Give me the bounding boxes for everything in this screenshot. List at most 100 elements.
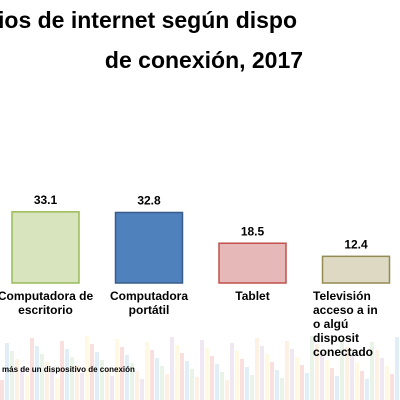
bar — [321, 255, 391, 284]
decor-bar — [85, 336, 89, 400]
decor-bar — [140, 379, 144, 400]
decor-bar — [170, 337, 174, 400]
decor-bar — [15, 359, 19, 400]
decor-bar — [25, 375, 29, 400]
decor-bar — [255, 338, 259, 400]
x-tick-label: Tablet — [235, 289, 269, 303]
x-tick-label: escritorio — [18, 303, 73, 317]
decoration — [0, 336, 399, 400]
decor-bar — [45, 362, 49, 400]
decor-bar — [295, 357, 299, 400]
decor-bar — [0, 380, 4, 400]
x-tick-label: conectado — [313, 345, 373, 359]
decor-bar — [115, 339, 119, 400]
decor-bar — [225, 380, 229, 400]
decor-bar — [280, 378, 284, 400]
decor-bar — [340, 339, 344, 400]
decor-bar — [395, 337, 399, 400]
decor-bar — [370, 342, 374, 400]
decor-bar — [10, 351, 14, 400]
x-tick-label: Computadora — [110, 289, 188, 303]
decor-bar — [75, 365, 79, 400]
decor-bar — [360, 371, 364, 400]
decor-bar — [235, 351, 239, 400]
bar — [114, 211, 184, 284]
decor-bar — [390, 374, 394, 400]
decor-bar — [70, 357, 74, 400]
x-tick-label: disposit — [313, 331, 359, 345]
decor-bar — [270, 362, 274, 400]
x-tick-label: Televisión — [313, 289, 371, 303]
decor-bar — [105, 368, 109, 400]
decor-bar — [310, 336, 314, 400]
decor-bar — [195, 377, 199, 400]
decor-bar — [180, 353, 184, 400]
decor-bar — [160, 366, 164, 400]
decor-bar — [250, 375, 254, 400]
decor-bar — [210, 356, 214, 400]
decor-bar — [90, 344, 94, 400]
x-tick-label: Computadora de — [0, 289, 93, 303]
decor-bar — [155, 358, 159, 400]
decor-bar — [265, 354, 269, 400]
decor-bar — [60, 341, 64, 400]
bar — [218, 242, 287, 284]
x-tick-label: o algú — [313, 317, 348, 331]
decor-bar — [320, 352, 324, 400]
decor-bar — [130, 363, 134, 400]
x-tick-label: acceso a in — [313, 303, 378, 317]
decor-bar — [100, 360, 104, 400]
decor-bar — [135, 371, 139, 400]
decor-bar — [375, 350, 379, 400]
decor-bar — [220, 372, 224, 400]
decor-bar — [175, 345, 179, 400]
decor-bar — [20, 367, 24, 400]
decor-bar — [350, 355, 354, 400]
decor-bar — [205, 348, 209, 400]
decor-bar — [185, 361, 189, 400]
decor-bar — [240, 359, 244, 400]
decor-bar — [380, 358, 384, 400]
decor-bar — [345, 347, 349, 400]
decor-bar — [35, 346, 39, 400]
decor-bar — [285, 341, 289, 400]
decor-bar — [5, 343, 9, 400]
decor-bar — [245, 367, 249, 400]
decor-bar — [330, 368, 334, 400]
decor-bar — [290, 349, 294, 400]
decor-bar — [365, 379, 369, 400]
decor-bar — [215, 364, 219, 400]
decor-bar — [65, 349, 69, 400]
value-label: 33.1 — [34, 193, 58, 207]
decor-bar — [55, 378, 59, 400]
decor-bar — [315, 344, 319, 400]
decor-bar — [30, 338, 34, 400]
value-label: 18.5 — [241, 224, 265, 238]
decor-bar — [325, 360, 329, 400]
decor-bar — [120, 347, 124, 400]
decor-bar — [300, 365, 304, 400]
decor-bar — [190, 369, 194, 400]
decor-bar — [355, 363, 359, 400]
decor-bar — [335, 376, 339, 400]
decor-bar — [110, 376, 114, 400]
x-tick-label: portátil — [129, 303, 170, 317]
decor-bar — [260, 346, 264, 400]
decor-bar — [165, 374, 169, 400]
value-label: 12.4 — [344, 238, 368, 252]
decor-bar — [275, 370, 279, 400]
bar — [11, 211, 80, 284]
decor-bar — [95, 352, 99, 400]
chart-title: ios de internet según dispo — [0, 7, 297, 33]
decor-bar — [200, 340, 204, 400]
decor-bar — [150, 350, 154, 400]
decor-bar — [80, 373, 84, 400]
value-label: 32.8 — [137, 194, 161, 208]
decor-bar — [385, 366, 389, 400]
footnote: más de un dispositivo de conexión — [2, 365, 135, 374]
decor-bar — [125, 355, 129, 400]
decor-bar — [230, 343, 234, 400]
chart-title: de conexión, 2017 — [105, 47, 303, 73]
decor-bar — [40, 354, 44, 400]
